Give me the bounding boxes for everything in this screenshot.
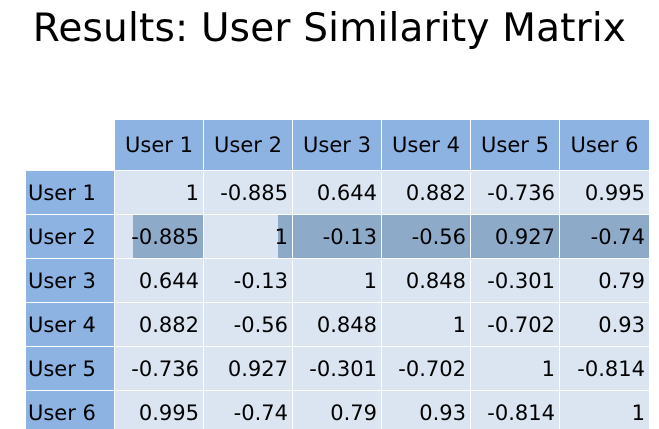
row-header: User 5 [26,347,114,390]
row-header: User 1 [26,171,114,214]
matrix-cell: -0.13 [293,215,381,258]
row-header: User 6 [26,391,114,429]
matrix-cell: 0.848 [293,303,381,346]
matrix-cell: -0.885 [115,215,203,258]
matrix-cell: -0.56 [204,303,292,346]
matrix-cell: 1 [204,215,292,258]
matrix-cell: 0.644 [293,171,381,214]
matrix-cell: -0.56 [382,215,470,258]
matrix-cell: 1 [115,171,203,214]
row-header: User 3 [26,259,114,302]
column-header: User 2 [204,120,292,170]
matrix-cell: 0.882 [115,303,203,346]
matrix-cell: 1 [471,347,559,390]
matrix-cell: 0.995 [560,171,649,214]
matrix-cell: -0.814 [560,347,649,390]
column-header: User 3 [293,120,381,170]
matrix-cell: -0.301 [293,347,381,390]
matrix-cell: 1 [293,259,381,302]
matrix-cell: 0.882 [382,171,470,214]
matrix-cell: 1 [560,391,649,429]
matrix-cell: -0.301 [471,259,559,302]
matrix-cell: -0.702 [471,303,559,346]
matrix-cell: -0.736 [471,171,559,214]
page-title: Results: User Similarity Matrix [32,6,627,51]
matrix-cell: -0.13 [204,259,292,302]
column-header: User 6 [560,120,649,170]
matrix-cell: 0.79 [293,391,381,429]
matrix-cell: 0.848 [382,259,470,302]
matrix-cell: 0.995 [115,391,203,429]
column-header: User 4 [382,120,470,170]
matrix-cell: 0.93 [560,303,649,346]
matrix-cell: 1 [382,303,470,346]
matrix-cell: -0.736 [115,347,203,390]
column-header: User 1 [115,120,203,170]
matrix-cell: -0.702 [382,347,470,390]
matrix-cell: 0.927 [471,215,559,258]
matrix-cell: 0.644 [115,259,203,302]
matrix-cell: 0.927 [204,347,292,390]
matrix-cell: 0.93 [382,391,470,429]
column-header: User 5 [471,120,559,170]
matrix-cell: 0.79 [560,259,649,302]
matrix-cell: -0.74 [560,215,649,258]
matrix-cell: -0.885 [204,171,292,214]
matrix-cell: -0.74 [204,391,292,429]
row-header: User 4 [26,303,114,346]
row-header: User 2 [26,215,114,258]
matrix-cell: -0.814 [471,391,559,429]
